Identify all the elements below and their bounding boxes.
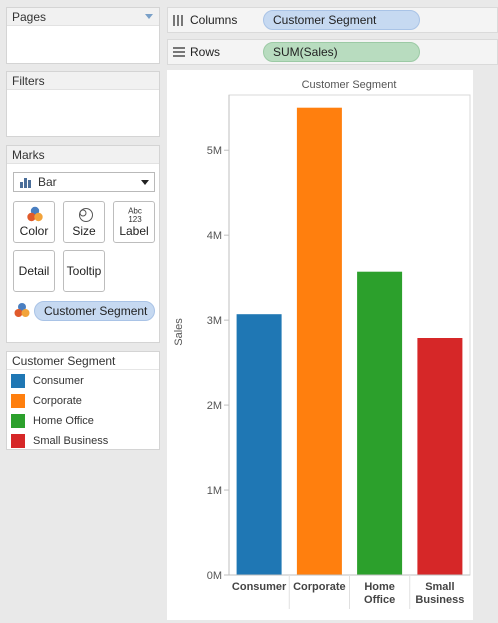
pages-card-title: Pages <box>12 10 47 24</box>
legend-item-label: Small Business <box>33 435 109 447</box>
filters-card-title: Filters <box>12 74 45 88</box>
legend-item-label: Consumer <box>33 375 84 387</box>
x-axis: Consumer Corporate Home Office Small Business <box>229 574 470 609</box>
columns-icon <box>173 15 183 26</box>
detail-button[interactable]: Detail <box>13 250 55 292</box>
bar[interactable] <box>357 271 403 575</box>
label-icon: Abc 123 <box>128 207 142 225</box>
detail-button-label: Detail <box>18 264 50 278</box>
color-button[interactable]: Color <box>13 201 55 243</box>
marks-card: Marks Bar Color Size Abc 123 Label D <box>6 145 160 343</box>
mark-type-dropdown[interactable]: Bar <box>13 172 155 192</box>
size-button[interactable]: Size <box>63 201 105 243</box>
y-tick-label: 5M <box>207 145 222 157</box>
size-button-label: Size <box>72 224 96 238</box>
color-legend: Customer Segment Consumer Corporate Home… <box>6 351 160 450</box>
bars <box>236 107 463 575</box>
bar-chart: Customer Segment Sales 0M 1M 2M 3M 4M 5M Cons… <box>173 79 471 609</box>
bar[interactable] <box>417 338 463 575</box>
rows-field-pill[interactable]: SUM(Sales) <box>263 42 420 62</box>
mark-type-value: Bar <box>38 175 57 189</box>
label-icon-text-top: Abc <box>128 207 142 216</box>
legend-swatch <box>11 374 25 388</box>
y-tick-label: 1M <box>207 485 222 497</box>
y-axis-title: Sales <box>173 318 185 346</box>
columns-field-pill[interactable]: Customer Segment <box>263 10 420 30</box>
rows-shelf[interactable]: Rows SUM(Sales) <box>167 39 498 65</box>
color-encoding-icon <box>14 303 30 317</box>
color-button-label: Color <box>19 224 49 238</box>
columns-shelf[interactable]: Columns Customer Segment <box>167 7 498 33</box>
legend-item-label: Corporate <box>33 395 82 407</box>
color-field-pill[interactable]: Customer Segment <box>34 301 155 321</box>
x-tick-label: Corporate <box>293 581 346 593</box>
color-icon <box>27 206 43 222</box>
legend-title: Customer Segment <box>12 354 116 368</box>
marks-card-header: Marks <box>7 146 159 164</box>
y-tick-label: 0M <box>207 570 222 582</box>
marks-card-title: Marks <box>12 148 45 162</box>
pages-menu-caret-icon[interactable] <box>145 14 153 19</box>
legend-swatch <box>11 434 25 448</box>
legend-swatch <box>11 394 25 408</box>
y-axis: 0M 1M 2M 3M 4M 5M <box>207 95 230 582</box>
tooltip-button-label: Tooltip <box>66 264 102 278</box>
color-field-pill-label: Customer Segment <box>44 304 148 318</box>
y-tick-label: 3M <box>207 315 222 327</box>
label-button[interactable]: Abc 123 Label <box>113 201 155 243</box>
chart-view: Customer Segment Sales 0M 1M 2M 3M 4M 5M Cons… <box>167 70 473 620</box>
legend-item-label: Home Office <box>33 415 94 427</box>
chevron-down-icon <box>141 180 149 185</box>
x-tick-label: Home Office <box>364 581 395 606</box>
x-tick-label: Consumer <box>232 581 287 593</box>
bar[interactable] <box>236 314 282 575</box>
bar-chart-icon <box>20 178 32 188</box>
chart-title: Customer Segment <box>302 79 397 91</box>
rows-shelf-label: Rows <box>190 45 221 59</box>
size-icon <box>79 208 93 222</box>
pages-card-header[interactable]: Pages <box>7 8 159 26</box>
label-button-label: Label <box>119 224 149 238</box>
pages-card: Pages <box>6 7 160 64</box>
y-tick-label: 2M <box>207 400 222 412</box>
filters-card: Filters <box>6 71 160 137</box>
legend-swatch <box>11 414 25 428</box>
legend-header[interactable]: Customer Segment <box>7 352 159 370</box>
label-icon-text-bottom: 123 <box>128 215 142 224</box>
bar[interactable] <box>296 107 342 575</box>
columns-field-pill-label: Customer Segment <box>273 13 377 27</box>
tooltip-button[interactable]: Tooltip <box>63 250 105 292</box>
filters-card-header[interactable]: Filters <box>7 72 159 90</box>
columns-shelf-label: Columns <box>190 13 238 27</box>
rows-icon <box>173 47 185 57</box>
x-tick-label: Small Business <box>415 581 464 606</box>
rows-field-pill-label: SUM(Sales) <box>273 45 338 59</box>
y-tick-label: 4M <box>207 230 222 242</box>
